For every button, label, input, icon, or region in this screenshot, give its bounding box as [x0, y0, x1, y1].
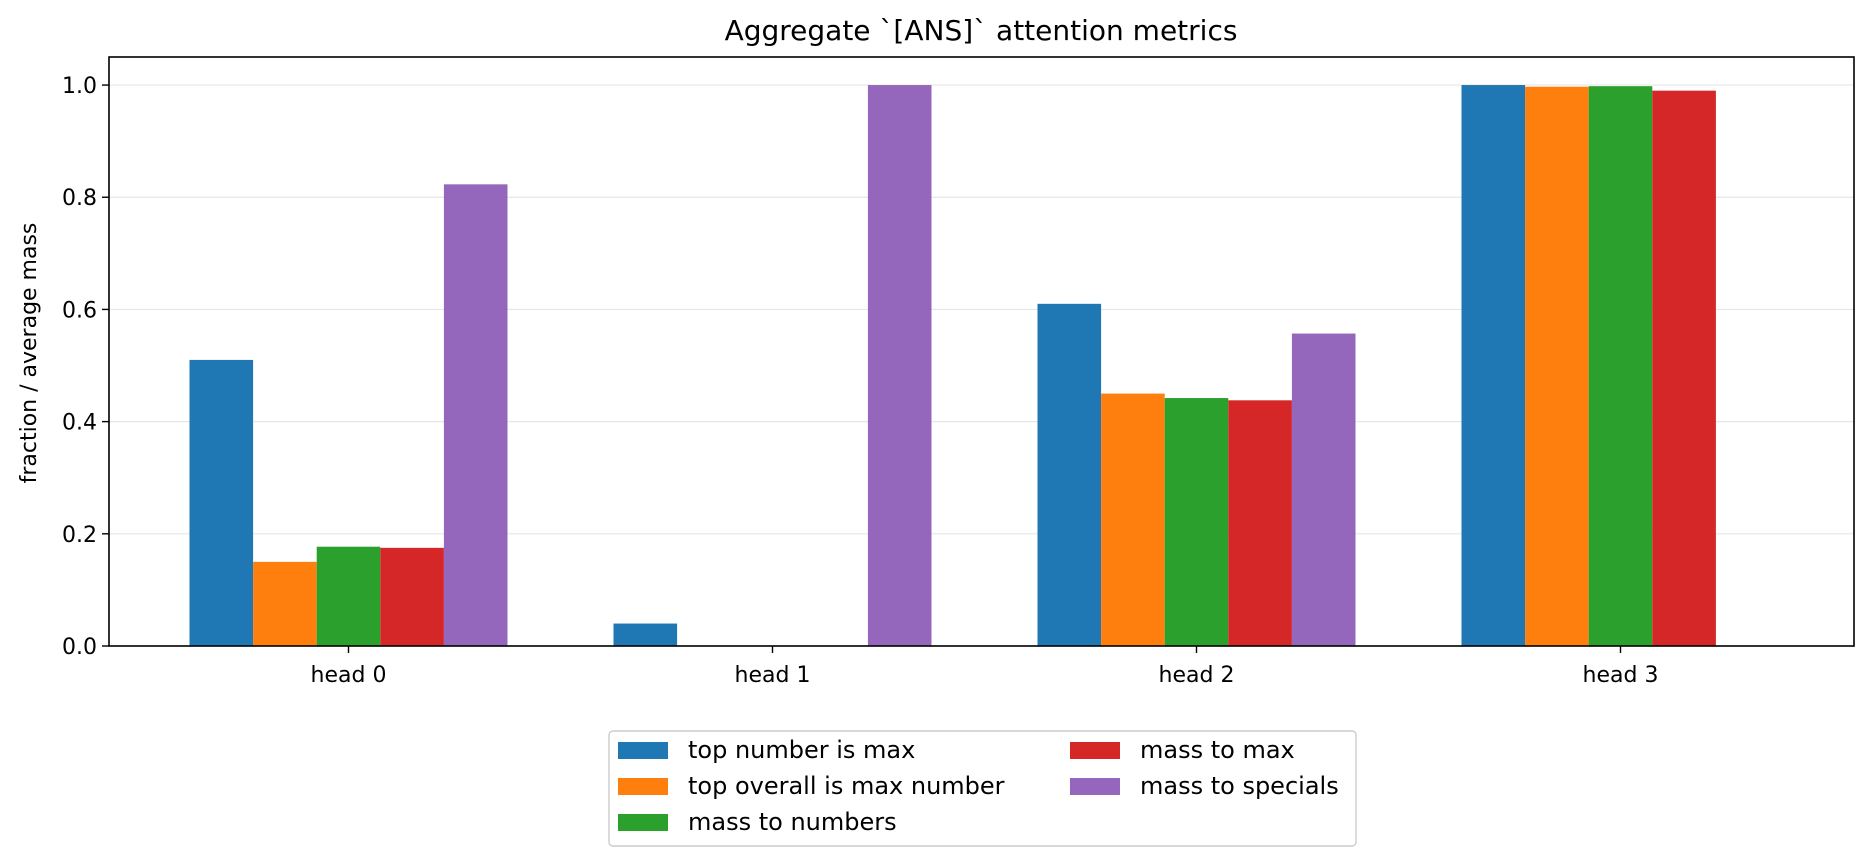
bar — [253, 561, 317, 646]
legend-item: top overall is max number — [618, 772, 1005, 800]
bar — [189, 359, 254, 646]
legend-box — [608, 730, 1357, 847]
legend-label: mass to max — [1140, 736, 1295, 764]
legend-label: mass to numbers — [688, 808, 897, 836]
legend-label: mass to specials — [1140, 772, 1339, 800]
chart-title: Aggregate `[ANS]` attention metrics — [725, 14, 1238, 47]
y-tick-label: 0.8 — [62, 186, 97, 211]
bar — [1652, 90, 1716, 646]
bar — [1228, 400, 1292, 646]
bar — [443, 184, 508, 647]
x-ticks: head 0 head 1 head 2 head 3 — [311, 646, 1659, 688]
legend-swatch — [618, 814, 668, 831]
legend-item: mass to specials — [1070, 772, 1339, 800]
y-tick-label: 0.4 — [62, 411, 97, 436]
y-tick-label: 0.6 — [62, 298, 97, 323]
bar — [1164, 398, 1229, 646]
legend-swatch — [1070, 778, 1120, 795]
y-axis-label: fraction / average mass — [17, 223, 42, 484]
bar — [1037, 303, 1102, 646]
y-ticks: 0.0 0.2 0.4 0.6 0.8 1.0 — [62, 74, 109, 660]
bar — [316, 546, 381, 646]
y-tick-label: 0.0 — [62, 635, 97, 660]
bar — [1461, 85, 1526, 647]
bar — [1588, 86, 1653, 646]
bar — [1291, 333, 1356, 646]
bar — [380, 547, 444, 646]
legend: top number is max top overall is max numb… — [608, 730, 1357, 847]
legend-item: top number is max — [618, 736, 915, 764]
plot-frame — [108, 56, 1855, 647]
bar — [1101, 393, 1165, 646]
x-tick-label: head 2 — [1159, 663, 1235, 688]
legend-label: top overall is max number — [688, 772, 1005, 800]
bar — [1525, 86, 1589, 647]
legend-item: mass to max — [1070, 736, 1295, 764]
x-tick-label: head 1 — [735, 663, 811, 688]
legend-item: mass to numbers — [618, 808, 897, 836]
bars — [189, 85, 1716, 647]
legend-swatch — [618, 778, 668, 795]
y-tick-label: 0.2 — [62, 523, 97, 548]
y-tick-label: 1.0 — [62, 74, 97, 99]
legend-label: top number is max — [688, 736, 915, 764]
legend-swatch — [1070, 742, 1120, 759]
x-tick-label: head 3 — [1583, 663, 1659, 688]
legend-swatch — [618, 742, 668, 759]
x-tick-label: head 0 — [311, 663, 387, 688]
bar — [613, 623, 678, 646]
bar — [867, 85, 932, 647]
